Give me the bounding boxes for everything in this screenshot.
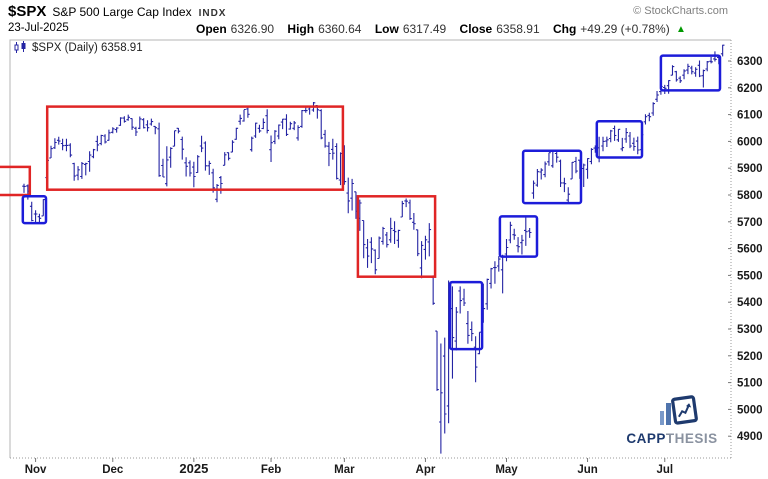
chg-label: Chg [552, 22, 577, 36]
x-axis-month-label: Nov [25, 464, 47, 476]
x-axis-month-label: Mar [334, 464, 355, 476]
red-annotation-box [0, 165, 32, 197]
y-tick-label: 5700 [737, 217, 763, 229]
ohlc-quote: Open 6326.90 High 6360.64 Low 6317.49 Close… [196, 22, 686, 36]
high-value: 6360.64 [318, 22, 362, 36]
x-axis-month-label: Jun [577, 464, 597, 476]
quote-row: 23-Jul-2025 Open 6326.90 High 6360.64 Low 6… [8, 22, 760, 37]
y-tick-label: 5200 [737, 351, 763, 363]
y-tick-label: 6200 [737, 83, 763, 95]
plot-border [9, 39, 731, 458]
stockcharts-copyright: © StockCharts.com [633, 5, 728, 17]
close-label: Close [459, 22, 493, 36]
y-tick-label: 6100 [737, 110, 763, 122]
x-axis-year-label: 2025 [179, 461, 208, 476]
header: $SPX S&P 500 Large Cap Index INDX [8, 3, 760, 21]
y-tick-label: 4900 [737, 431, 763, 443]
plot-border-dotted [10, 40, 732, 459]
legend-label: $SPX (Daily) 6358.91 [32, 41, 143, 54]
blue-annotation-box [659, 54, 722, 92]
x-axis-month-label: May [495, 464, 518, 476]
chart-legend: $SPX (Daily) 6358.91 [13, 41, 143, 54]
blue-annotation-box [521, 149, 583, 205]
chg-value: +49.29 (+0.78%) [580, 22, 670, 36]
blue-annotation-box [448, 280, 484, 351]
x-axis-month-label: Apr [416, 464, 436, 476]
blue-annotation-box [21, 195, 48, 225]
cappthesis-watermark: CAPPTHESIS [620, 393, 724, 446]
high-label: High [287, 22, 315, 36]
y-tick-label: 5800 [737, 190, 763, 202]
blue-annotation-box [595, 120, 644, 159]
y-tick-label: 5300 [737, 324, 763, 336]
red-annotation-box [356, 195, 437, 278]
x-axis-month-label: Jul [656, 464, 673, 476]
open-value: 6326.90 [230, 22, 275, 36]
exchange-label: INDX [198, 8, 227, 19]
blue-annotation-box [498, 215, 539, 258]
candlestick-icon [14, 41, 26, 53]
close-value: 6358.91 [496, 22, 540, 36]
cappthesis-logo-icon [660, 395, 698, 425]
ticker-symbol: $SPX [8, 3, 47, 20]
low-label: Low [374, 22, 399, 36]
y-tick-label: 5600 [737, 244, 763, 256]
ohlc-bars [22, 44, 725, 454]
up-triangle-icon: ▲ [676, 24, 686, 35]
low-value: 6317.49 [402, 22, 447, 36]
red-annotation-box [45, 105, 345, 191]
y-tick-label: 5100 [737, 378, 763, 390]
y-tick-label: 6300 [737, 56, 763, 68]
y-tick-label: 5000 [737, 404, 763, 416]
y-tick-label: 5400 [737, 297, 763, 309]
brand-thesis: THESIS [665, 431, 718, 446]
chart-date: 23-Jul-2025 [8, 22, 69, 34]
brand-capp: CAPP [626, 431, 666, 446]
y-tick-label: 5500 [737, 270, 763, 282]
y-tick-label: 6000 [737, 136, 763, 148]
cappthesis-wordmark: CAPPTHESIS [620, 431, 724, 446]
y-tick-label: 5900 [737, 163, 763, 175]
x-axis-month-label: Dec [102, 464, 124, 476]
open-label: Open [196, 22, 227, 36]
x-axis-month-label: Feb [261, 464, 281, 476]
index-name: S&P 500 Large Cap Index [52, 5, 192, 19]
